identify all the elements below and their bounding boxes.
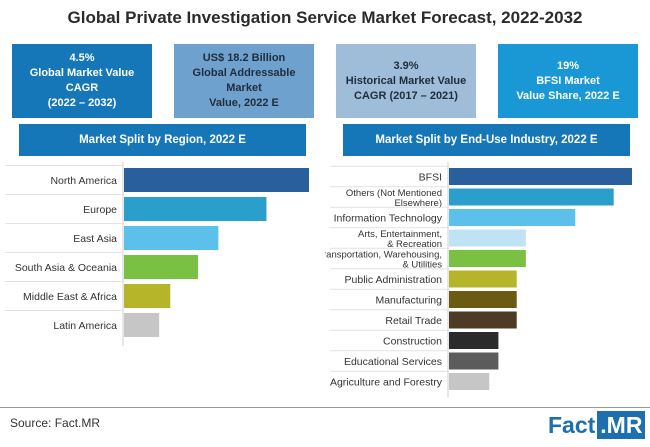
category-label: & Utilities bbox=[402, 260, 442, 271]
category-label: Retail Trade bbox=[385, 315, 442, 327]
region-bar-chart: North America Europe East Asia South Asia &… bbox=[5, 162, 309, 346]
category-label: Construction bbox=[383, 336, 442, 348]
category-label: & Recreation bbox=[387, 239, 442, 250]
footer-divider bbox=[0, 407, 650, 408]
page-title: Global Private Investigation Service Mar… bbox=[67, 8, 583, 27]
kpi-sublabel: (2022 – 2032) bbox=[47, 97, 117, 109]
kpi-sublabel: Value, 2022 E bbox=[209, 97, 279, 109]
bar-5 bbox=[449, 270, 517, 288]
category-label: Others (Not Mentioned bbox=[346, 188, 442, 199]
logo-text-mr: .MR bbox=[597, 411, 646, 439]
category-label: BFSI bbox=[419, 172, 442, 184]
kpi-value: US$ 18.2 Billion bbox=[202, 52, 286, 64]
kpi-label: Global Addressable Market bbox=[192, 67, 296, 94]
category-label: Middle East & Africa bbox=[23, 291, 117, 303]
category-label: North America bbox=[50, 175, 117, 187]
category-label: South Asia & Oceania bbox=[15, 262, 117, 274]
category-label: East Asia bbox=[73, 233, 117, 245]
bar-0 bbox=[449, 168, 632, 185]
category-label: Europe bbox=[83, 204, 117, 216]
category-label: Elsewhere) bbox=[394, 198, 442, 209]
source-note: Source: Fact.MR bbox=[10, 416, 101, 430]
logo-text-fact: Fact bbox=[548, 411, 596, 438]
kpi-value: 3.9% bbox=[393, 59, 419, 72]
kpi-card-market-value: US$ 18.2 Billion Global Addressable Mark… bbox=[174, 44, 314, 118]
kpi-label: Global Market Value CAGR bbox=[29, 67, 135, 94]
category-label: Public Administration bbox=[345, 274, 443, 286]
bar-1 bbox=[449, 188, 614, 206]
region-section-header: Market Split by Region, 2022 E bbox=[19, 124, 306, 156]
bar-1 bbox=[124, 197, 267, 221]
category-label: Agriculture and Forestry bbox=[330, 377, 443, 389]
category-label: Arts, Entertainment, bbox=[358, 229, 442, 240]
factmr-logo: Fact .MR bbox=[548, 410, 646, 440]
bar-2 bbox=[449, 209, 576, 226]
bar-4 bbox=[124, 284, 171, 308]
kpi-card-historical-cagr: 3.9% Historical Market Value CAGR (2017 … bbox=[336, 44, 476, 118]
bar-9 bbox=[449, 352, 499, 370]
bar-0 bbox=[124, 168, 309, 192]
bar-3 bbox=[449, 229, 526, 247]
bar-3 bbox=[124, 255, 198, 279]
kpi-label: Historical Market Value bbox=[345, 74, 467, 87]
kpi-card-bfsi-share: 19% BFSI Market Value Share, 2022 E bbox=[498, 44, 638, 118]
kpi-value: 4.5% bbox=[69, 52, 95, 64]
category-label: Manufacturing bbox=[375, 295, 442, 307]
kpi-card-cagr: 4.5% Global Market Value CAGR (2022 – 20… bbox=[12, 44, 152, 118]
industry-section-header: Market Split by End-Use Industry, 2022 E bbox=[343, 124, 630, 156]
bar-2 bbox=[124, 226, 219, 250]
category-label: Information Technology bbox=[334, 213, 443, 225]
kpi-value: 19% bbox=[556, 59, 580, 72]
bar-10 bbox=[449, 373, 490, 390]
bar-6 bbox=[449, 291, 517, 308]
category-label: Latin America bbox=[53, 320, 117, 332]
kpi-label: BFSI Market bbox=[536, 74, 600, 87]
category-label: Transportation, Warehousing, bbox=[325, 250, 442, 261]
category-label: Educational Services bbox=[344, 356, 442, 368]
bar-4 bbox=[449, 250, 526, 267]
kpi-sublabel: Value Share, 2022 E bbox=[516, 89, 620, 102]
bar-5 bbox=[124, 313, 160, 337]
bar-8 bbox=[449, 332, 499, 349]
kpi-sublabel: CAGR (2017 – 2021) bbox=[354, 89, 458, 102]
bar-7 bbox=[449, 311, 517, 329]
